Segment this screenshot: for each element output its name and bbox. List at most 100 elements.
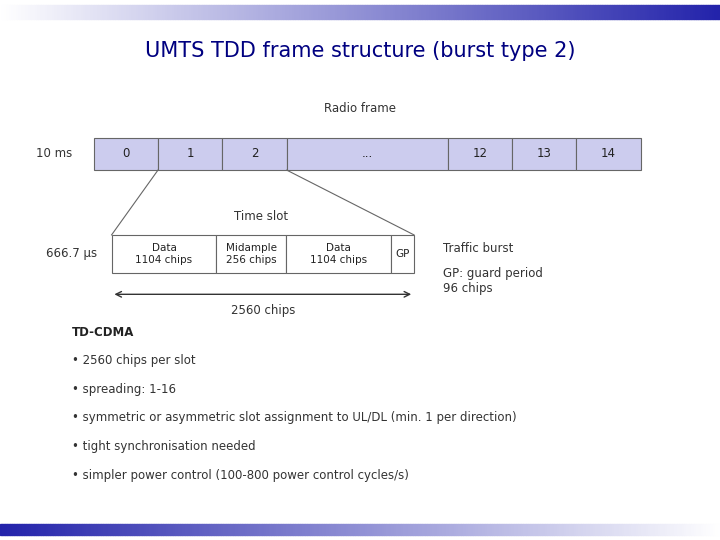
Bar xyxy=(571,524,574,535)
Bar xyxy=(564,524,567,535)
Bar xyxy=(94,138,158,170)
Bar xyxy=(391,524,394,535)
Bar xyxy=(684,524,686,535)
Bar xyxy=(571,5,574,19)
Bar xyxy=(389,524,391,535)
Bar xyxy=(333,524,336,535)
Bar xyxy=(454,5,456,19)
Bar xyxy=(708,524,711,535)
Bar xyxy=(646,5,648,19)
Bar xyxy=(19,524,22,535)
Bar xyxy=(41,5,43,19)
Bar xyxy=(446,5,449,19)
Bar xyxy=(245,524,247,535)
Bar xyxy=(103,524,106,535)
Bar xyxy=(329,524,331,535)
Bar xyxy=(470,524,473,535)
Bar xyxy=(420,5,423,19)
Bar xyxy=(531,524,533,535)
Bar xyxy=(173,5,175,19)
Bar xyxy=(115,524,117,535)
Bar xyxy=(207,524,209,535)
Bar xyxy=(14,524,17,535)
Bar xyxy=(223,5,225,19)
Bar xyxy=(2,524,5,535)
Bar xyxy=(394,524,396,535)
Bar xyxy=(446,524,449,535)
Bar xyxy=(655,524,657,535)
Bar xyxy=(317,524,319,535)
Bar xyxy=(182,524,185,535)
Bar xyxy=(605,524,607,535)
Bar xyxy=(665,524,667,535)
Bar xyxy=(139,524,142,535)
Bar xyxy=(125,5,127,19)
Bar xyxy=(355,524,358,535)
Bar xyxy=(542,5,545,19)
Bar xyxy=(549,524,552,535)
Bar xyxy=(240,5,243,19)
Bar xyxy=(682,5,684,19)
Bar xyxy=(125,524,127,535)
Bar xyxy=(444,524,446,535)
Bar xyxy=(45,5,48,19)
Bar xyxy=(312,5,315,19)
Bar xyxy=(41,524,43,535)
Bar xyxy=(585,5,588,19)
Bar xyxy=(27,524,29,535)
Bar xyxy=(238,524,240,535)
Bar xyxy=(662,5,665,19)
Text: 666.7 μs: 666.7 μs xyxy=(46,247,98,260)
Bar xyxy=(403,5,405,19)
Bar xyxy=(619,524,621,535)
Bar xyxy=(209,5,211,19)
Bar xyxy=(545,5,547,19)
Bar xyxy=(238,5,240,19)
Bar xyxy=(542,524,545,535)
Bar xyxy=(72,524,74,535)
Bar xyxy=(315,524,317,535)
Bar xyxy=(319,5,322,19)
Bar xyxy=(36,524,38,535)
Bar xyxy=(355,5,358,19)
Bar xyxy=(499,5,502,19)
Bar xyxy=(482,524,485,535)
Bar xyxy=(19,5,22,19)
Bar xyxy=(691,524,693,535)
Bar xyxy=(274,5,276,19)
Bar xyxy=(437,524,439,535)
Bar xyxy=(137,524,139,535)
Bar xyxy=(535,5,538,19)
Bar xyxy=(331,524,333,535)
Bar xyxy=(178,524,180,535)
Bar xyxy=(477,524,480,535)
Bar xyxy=(706,524,708,535)
Bar xyxy=(626,524,629,535)
Bar xyxy=(175,524,178,535)
Bar xyxy=(398,524,401,535)
Bar xyxy=(430,524,432,535)
Bar xyxy=(5,5,7,19)
Bar xyxy=(166,524,168,535)
Bar xyxy=(626,5,629,19)
Bar xyxy=(338,5,341,19)
Bar xyxy=(394,5,396,19)
Bar xyxy=(526,524,528,535)
Bar xyxy=(175,5,178,19)
Text: 2560 chips: 2560 chips xyxy=(230,304,295,317)
Bar xyxy=(12,5,14,19)
Bar xyxy=(634,5,636,19)
Bar xyxy=(701,5,703,19)
Bar xyxy=(235,524,238,535)
Bar xyxy=(600,524,603,535)
Bar xyxy=(243,5,245,19)
Bar xyxy=(612,5,614,19)
Bar xyxy=(667,524,670,535)
Bar xyxy=(77,5,79,19)
Bar xyxy=(336,5,338,19)
Bar xyxy=(178,5,180,19)
Bar xyxy=(315,5,317,19)
Bar xyxy=(434,5,437,19)
Bar xyxy=(286,524,288,535)
Bar xyxy=(228,524,230,535)
